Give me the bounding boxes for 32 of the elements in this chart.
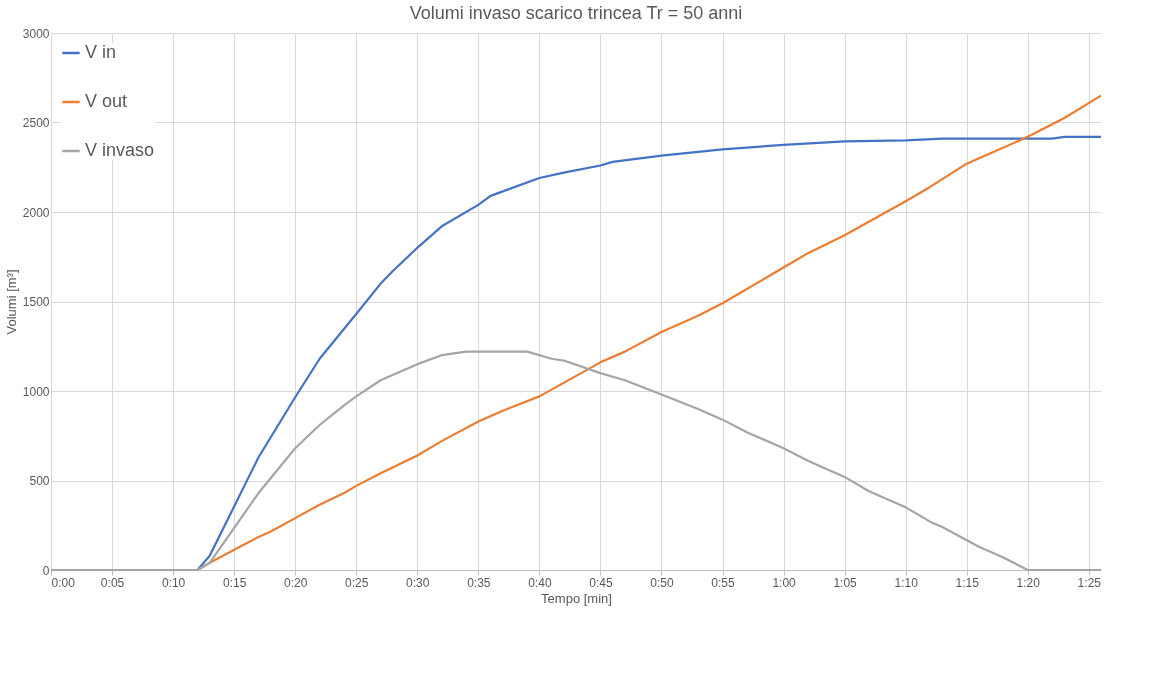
x-tick-label: 0:50 [650,575,674,590]
x-tick-label: 0:30 [406,575,430,590]
legend-label: V in [85,42,117,62]
x-tick-label: 0:45 [589,575,613,590]
x-tick-label: 1:20 [1016,575,1041,590]
x-tick-label: 1:00 [772,575,797,590]
chart-title: Volumi invaso scarico trincea Tr = 50 anni [409,3,743,23]
legend-label: V invaso [85,140,155,160]
y-tick-label: 3000 [22,26,50,41]
x-tick-label: 1:15 [955,575,980,590]
x-tick-label: 0:15 [222,575,247,590]
x-tick-label: 1:10 [894,575,919,590]
y-tick-label: 2000 [22,205,50,220]
y-tick-label: 2500 [22,116,50,130]
x-tick-label: 0:55 [711,575,736,590]
x-tick-label: 0:35 [467,575,491,590]
y-tick-label: 500 [29,474,50,488]
y-tick-label: 1500 [22,295,50,309]
legend-label: V out [85,91,128,111]
x-tick-label: 1:25 [1077,575,1102,590]
x-tick-label: 0:00 [51,575,76,590]
line-series [49,350,1103,572]
x-tick-label: 0:10 [161,575,186,590]
y-tick-label: 1000 [22,384,50,399]
x-tick-label: 0:25 [345,575,369,590]
x-tick-label: 1:05 [833,575,858,590]
x-tick-label: 0:20 [284,575,308,590]
x-tick-label: 0:40 [528,575,552,590]
x-tick-label: 0:05 [100,575,125,590]
x-axis-title: Tempo [min] [541,590,612,606]
y-axis-title: Volumi [m³] [3,269,19,335]
y-tick-label: 0 [42,563,50,578]
